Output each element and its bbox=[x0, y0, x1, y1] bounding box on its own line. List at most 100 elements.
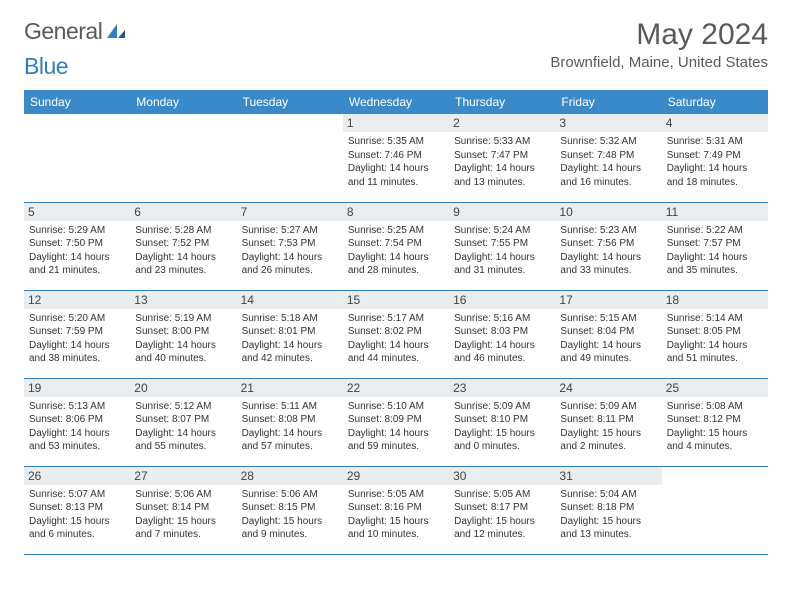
day-cell: 13 Sunrise: 5:19 AMSunset: 8:00 PMDayligh… bbox=[130, 290, 236, 378]
day-details: Sunrise: 5:29 AMSunset: 7:50 PMDaylight:… bbox=[29, 224, 125, 278]
day-number: 31 bbox=[555, 467, 661, 485]
day-details: Sunrise: 5:06 AMSunset: 8:15 PMDaylight:… bbox=[242, 488, 338, 542]
day-cell bbox=[24, 114, 130, 202]
day-cell: 5 Sunrise: 5:29 AMSunset: 7:50 PMDaylight… bbox=[24, 202, 130, 290]
day-cell: 10 Sunrise: 5:23 AMSunset: 7:56 PMDayligh… bbox=[555, 202, 661, 290]
day-number: 8 bbox=[343, 203, 449, 221]
day-cell: 7 Sunrise: 5:27 AMSunset: 7:53 PMDaylight… bbox=[237, 202, 343, 290]
day-details: Sunrise: 5:05 AMSunset: 8:17 PMDaylight:… bbox=[454, 488, 550, 542]
day-cell: 31 Sunrise: 5:04 AMSunset: 8:18 PMDayligh… bbox=[555, 466, 661, 554]
day-number: 28 bbox=[237, 467, 343, 485]
day-number: 26 bbox=[24, 467, 130, 485]
day-number: 18 bbox=[662, 291, 768, 309]
day-number: 2 bbox=[449, 114, 555, 132]
day-cell: 14 Sunrise: 5:18 AMSunset: 8:01 PMDayligh… bbox=[237, 290, 343, 378]
day-details: Sunrise: 5:17 AMSunset: 8:02 PMDaylight:… bbox=[348, 312, 444, 366]
day-cell bbox=[130, 114, 236, 202]
day-cell: 8 Sunrise: 5:25 AMSunset: 7:54 PMDaylight… bbox=[343, 202, 449, 290]
day-details: Sunrise: 5:28 AMSunset: 7:52 PMDaylight:… bbox=[135, 224, 231, 278]
day-number: 19 bbox=[24, 379, 130, 397]
day-cell bbox=[237, 114, 343, 202]
day-cell: 2 Sunrise: 5:33 AMSunset: 7:47 PMDaylight… bbox=[449, 114, 555, 202]
day-details: Sunrise: 5:13 AMSunset: 8:06 PMDaylight:… bbox=[29, 400, 125, 454]
day-cell: 29 Sunrise: 5:05 AMSunset: 8:16 PMDayligh… bbox=[343, 466, 449, 554]
day-number: 1 bbox=[343, 114, 449, 132]
day-number: 12 bbox=[24, 291, 130, 309]
week-row: 1Sunrise: 5:35 AMSunset: 7:46 PMDaylight… bbox=[24, 114, 768, 202]
day-header: Saturday bbox=[662, 90, 768, 114]
day-number: 23 bbox=[449, 379, 555, 397]
day-number: 29 bbox=[343, 467, 449, 485]
day-cell: 6 Sunrise: 5:28 AMSunset: 7:52 PMDaylight… bbox=[130, 202, 236, 290]
day-details: Sunrise: 5:04 AMSunset: 8:18 PMDaylight:… bbox=[560, 488, 656, 542]
day-number: 10 bbox=[555, 203, 661, 221]
day-cell: 22 Sunrise: 5:10 AMSunset: 8:09 PMDayligh… bbox=[343, 378, 449, 466]
day-cell: 21 Sunrise: 5:11 AMSunset: 8:08 PMDayligh… bbox=[237, 378, 343, 466]
day-cell: 18Sunrise: 5:14 AMSunset: 8:05 PMDayligh… bbox=[662, 290, 768, 378]
day-details: Sunrise: 5:05 AMSunset: 8:16 PMDaylight:… bbox=[348, 488, 444, 542]
logo-sail-icon bbox=[105, 22, 127, 40]
day-cell: 26 Sunrise: 5:07 AMSunset: 8:13 PMDayligh… bbox=[24, 466, 130, 554]
day-header: Sunday bbox=[24, 90, 130, 114]
day-details: Sunrise: 5:23 AMSunset: 7:56 PMDaylight:… bbox=[560, 224, 656, 278]
day-details: Sunrise: 5:22 AMSunset: 7:57 PMDaylight:… bbox=[667, 224, 763, 278]
day-cell: 30 Sunrise: 5:05 AMSunset: 8:17 PMDayligh… bbox=[449, 466, 555, 554]
day-number: 22 bbox=[343, 379, 449, 397]
calendar-table: SundayMondayTuesdayWednesdayThursdayFrid… bbox=[24, 90, 768, 555]
day-details: Sunrise: 5:08 AMSunset: 8:12 PMDaylight:… bbox=[667, 400, 763, 454]
day-number: 25 bbox=[662, 379, 768, 397]
day-number: 24 bbox=[555, 379, 661, 397]
logo-word1: General bbox=[24, 18, 102, 45]
logo: General bbox=[24, 18, 127, 45]
day-number: 4 bbox=[662, 114, 768, 132]
day-details: Sunrise: 5:16 AMSunset: 8:03 PMDaylight:… bbox=[454, 312, 550, 366]
day-cell: 17Sunrise: 5:15 AMSunset: 8:04 PMDayligh… bbox=[555, 290, 661, 378]
week-row: 19 Sunrise: 5:13 AMSunset: 8:06 PMDayligh… bbox=[24, 378, 768, 466]
day-cell: 25 Sunrise: 5:08 AMSunset: 8:12 PMDayligh… bbox=[662, 378, 768, 466]
day-details: Sunrise: 5:09 AMSunset: 8:11 PMDaylight:… bbox=[560, 400, 656, 454]
day-number: 14 bbox=[237, 291, 343, 309]
day-cell: 16 Sunrise: 5:16 AMSunset: 8:03 PMDayligh… bbox=[449, 290, 555, 378]
day-details: Sunrise: 5:18 AMSunset: 8:01 PMDaylight:… bbox=[242, 312, 338, 366]
day-cell: 15Sunrise: 5:17 AMSunset: 8:02 PMDayligh… bbox=[343, 290, 449, 378]
location: Brownfield, Maine, United States bbox=[550, 54, 768, 71]
day-number: 20 bbox=[130, 379, 236, 397]
day-details: Sunrise: 5:12 AMSunset: 8:07 PMDaylight:… bbox=[135, 400, 231, 454]
day-cell: 28 Sunrise: 5:06 AMSunset: 8:15 PMDayligh… bbox=[237, 466, 343, 554]
day-details: Sunrise: 5:11 AMSunset: 8:08 PMDaylight:… bbox=[242, 400, 338, 454]
day-cell: 19 Sunrise: 5:13 AMSunset: 8:06 PMDayligh… bbox=[24, 378, 130, 466]
day-cell: 1Sunrise: 5:35 AMSunset: 7:46 PMDaylight… bbox=[343, 114, 449, 202]
day-cell: 3Sunrise: 5:32 AMSunset: 7:48 PMDaylight… bbox=[555, 114, 661, 202]
day-header: Thursday bbox=[449, 90, 555, 114]
day-details: Sunrise: 5:32 AMSunset: 7:48 PMDaylight:… bbox=[560, 135, 656, 189]
day-header: Monday bbox=[130, 90, 236, 114]
day-details: Sunrise: 5:25 AMSunset: 7:54 PMDaylight:… bbox=[348, 224, 444, 278]
day-header: Friday bbox=[555, 90, 661, 114]
day-details: Sunrise: 5:10 AMSunset: 8:09 PMDaylight:… bbox=[348, 400, 444, 454]
day-details: Sunrise: 5:19 AMSunset: 8:00 PMDaylight:… bbox=[135, 312, 231, 366]
day-number: 21 bbox=[237, 379, 343, 397]
week-row: 26 Sunrise: 5:07 AMSunset: 8:13 PMDayligh… bbox=[24, 466, 768, 554]
day-details: Sunrise: 5:06 AMSunset: 8:14 PMDaylight:… bbox=[135, 488, 231, 542]
day-details: Sunrise: 5:27 AMSunset: 7:53 PMDaylight:… bbox=[242, 224, 338, 278]
week-row: 12Sunrise: 5:20 AMSunset: 7:59 PMDayligh… bbox=[24, 290, 768, 378]
day-cell bbox=[662, 466, 768, 554]
day-number: 30 bbox=[449, 467, 555, 485]
day-number: 13 bbox=[130, 291, 236, 309]
day-number: 11 bbox=[662, 203, 768, 221]
day-cell: 23 Sunrise: 5:09 AMSunset: 8:10 PMDayligh… bbox=[449, 378, 555, 466]
day-details: Sunrise: 5:33 AMSunset: 7:47 PMDaylight:… bbox=[454, 135, 550, 189]
logo-word2: Blue bbox=[24, 53, 68, 80]
day-cell: 11 Sunrise: 5:22 AMSunset: 7:57 PMDayligh… bbox=[662, 202, 768, 290]
day-cell: 4 Sunrise: 5:31 AMSunset: 7:49 PMDaylight… bbox=[662, 114, 768, 202]
day-details: Sunrise: 5:07 AMSunset: 8:13 PMDaylight:… bbox=[29, 488, 125, 542]
day-cell: 20 Sunrise: 5:12 AMSunset: 8:07 PMDayligh… bbox=[130, 378, 236, 466]
day-number: 5 bbox=[24, 203, 130, 221]
day-cell: 9Sunrise: 5:24 AMSunset: 7:55 PMDaylight… bbox=[449, 202, 555, 290]
day-number: 6 bbox=[130, 203, 236, 221]
day-number: 16 bbox=[449, 291, 555, 309]
day-details: Sunrise: 5:09 AMSunset: 8:10 PMDaylight:… bbox=[454, 400, 550, 454]
day-header: Tuesday bbox=[237, 90, 343, 114]
day-number: 7 bbox=[237, 203, 343, 221]
day-details: Sunrise: 5:31 AMSunset: 7:49 PMDaylight:… bbox=[667, 135, 763, 189]
